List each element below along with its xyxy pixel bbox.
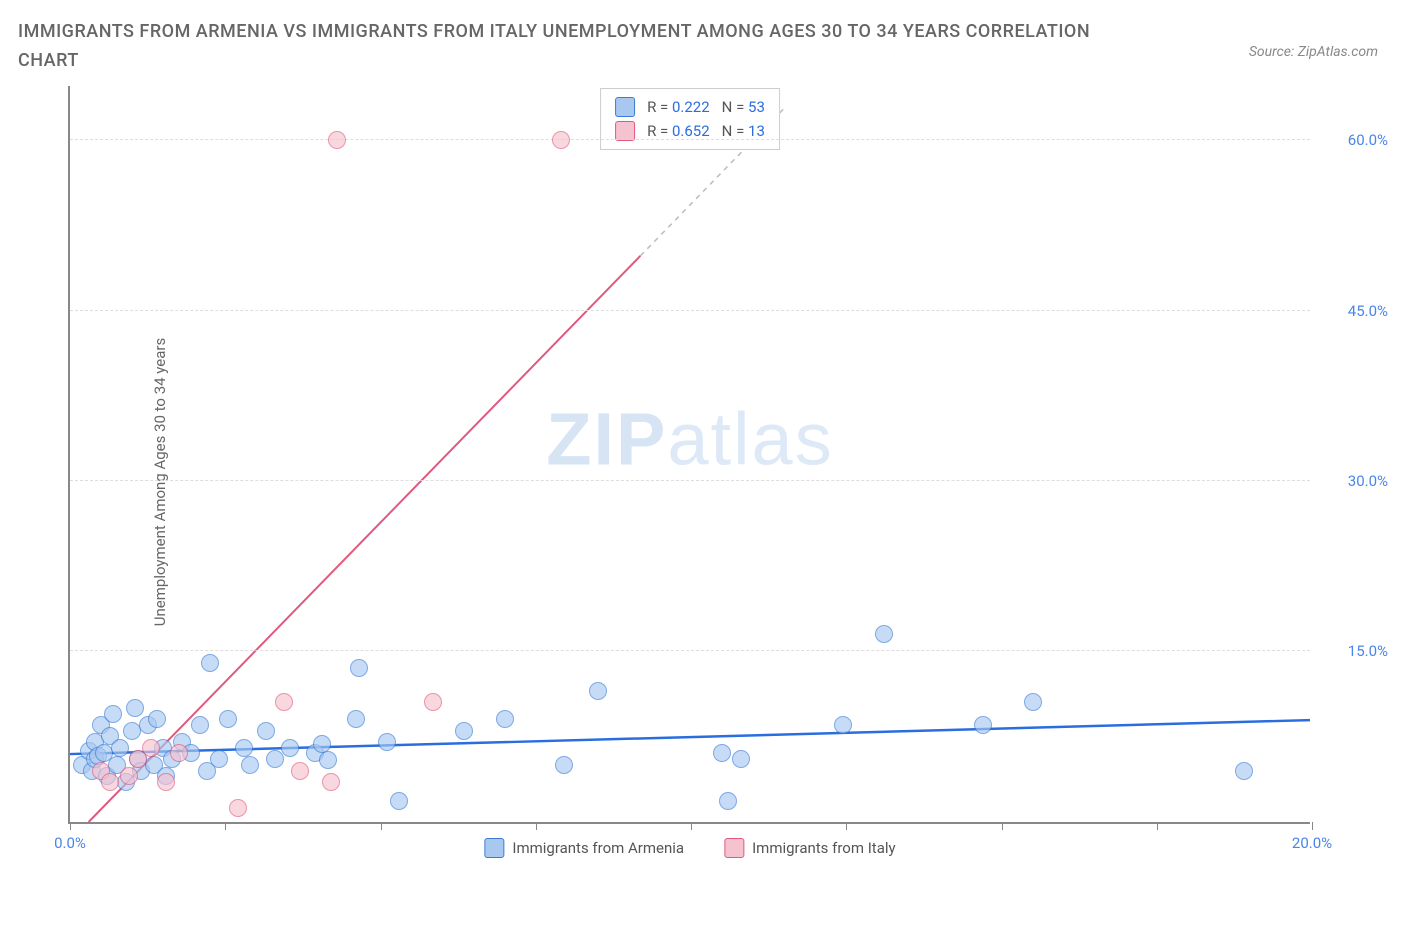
- r-value-italy: 0.652: [672, 122, 710, 140]
- x-tick: [225, 822, 226, 830]
- data-point-italy: [275, 693, 293, 711]
- x-tick: [691, 822, 692, 830]
- x-tick: [70, 822, 71, 830]
- data-point-armenia: [555, 756, 573, 774]
- bottom-legend: Immigrants from Armenia Immigrants from …: [484, 838, 895, 858]
- r-label: R =: [647, 98, 672, 116]
- watermark-atlas: atlas: [667, 397, 833, 480]
- y-tick-label: 45.0%: [1348, 302, 1388, 320]
- data-point-armenia: [148, 710, 166, 728]
- data-point-armenia: [589, 682, 607, 700]
- data-point-armenia: [126, 699, 144, 717]
- y-tick-label: 15.0%: [1348, 642, 1388, 660]
- chart-container: Unemployment Among Ages 30 to 34 years Z…: [12, 86, 1394, 878]
- x-tick: [846, 822, 847, 830]
- data-point-italy: [229, 799, 247, 817]
- data-point-italy: [424, 693, 442, 711]
- source-name: ZipAtlas.com: [1298, 44, 1378, 60]
- data-point-armenia: [1024, 693, 1042, 711]
- legend-label-armenia: Immigrants from Armenia: [512, 839, 684, 857]
- source-prefix: Source:: [1249, 44, 1298, 60]
- legend-label-italy: Immigrants from Italy: [752, 839, 896, 857]
- data-point-italy: [322, 773, 340, 791]
- stats-row-armenia: R = 0.222 N = 53: [615, 95, 765, 119]
- swatch-italy-icon: [724, 838, 744, 858]
- data-point-armenia: [719, 792, 737, 810]
- x-tick-label: 0.0%: [54, 834, 86, 852]
- x-tick: [1002, 822, 1003, 830]
- data-point-armenia: [732, 750, 750, 768]
- y-tick-label: 30.0%: [1348, 472, 1388, 490]
- data-point-italy: [120, 767, 138, 785]
- data-point-italy: [101, 773, 119, 791]
- gridline-h: [70, 650, 1310, 651]
- swatch-armenia: [615, 97, 635, 117]
- data-point-armenia: [210, 750, 228, 768]
- data-point-armenia: [266, 750, 284, 768]
- data-point-armenia: [319, 751, 337, 769]
- source-attribution: Source: ZipAtlas.com: [1249, 44, 1378, 60]
- data-point-armenia: [713, 744, 731, 762]
- data-point-armenia: [191, 716, 209, 734]
- n-value-armenia: 53: [748, 98, 765, 116]
- x-tick: [1312, 822, 1313, 830]
- data-point-armenia: [350, 659, 368, 677]
- x-tick: [1157, 822, 1158, 830]
- n-value-italy: 13: [748, 122, 765, 140]
- data-point-armenia: [834, 716, 852, 734]
- data-point-italy: [328, 131, 346, 149]
- data-point-armenia: [496, 710, 514, 728]
- data-point-armenia: [111, 739, 129, 757]
- data-point-armenia: [257, 722, 275, 740]
- x-tick-label: 20.0%: [1292, 834, 1332, 852]
- r-value-armenia: 0.222: [672, 98, 710, 116]
- data-point-armenia: [235, 739, 253, 757]
- data-point-armenia: [455, 722, 473, 740]
- gridline-h: [70, 139, 1310, 140]
- n-label: N =: [722, 122, 748, 140]
- swatch-italy: [615, 121, 635, 141]
- data-point-armenia: [974, 716, 992, 734]
- data-point-italy: [291, 762, 309, 780]
- data-point-armenia: [104, 705, 122, 723]
- data-point-armenia: [390, 792, 408, 810]
- x-tick: [381, 822, 382, 830]
- gridline-h: [70, 480, 1310, 481]
- data-point-armenia: [281, 739, 299, 757]
- trend-lines-svg: [70, 86, 1310, 822]
- data-point-armenia: [378, 733, 396, 751]
- trend-line: [89, 255, 641, 821]
- data-point-italy: [552, 131, 570, 149]
- n-label: N =: [722, 98, 748, 116]
- data-point-armenia: [219, 710, 237, 728]
- swatch-armenia-icon: [484, 838, 504, 858]
- plot-area: ZIPatlas R = 0.222 N = 53 R = 0.652 N = …: [68, 86, 1310, 824]
- y-tick-label: 60.0%: [1348, 131, 1388, 149]
- data-point-armenia: [875, 625, 893, 643]
- data-point-italy: [157, 773, 175, 791]
- chart-title: IMMIGRANTS FROM ARMENIA VS IMMIGRANTS FR…: [18, 18, 1118, 76]
- x-tick: [536, 822, 537, 830]
- data-point-armenia: [241, 756, 259, 774]
- watermark-zip: ZIP: [546, 397, 667, 480]
- data-point-italy: [142, 739, 160, 757]
- r-label: R =: [647, 122, 672, 140]
- legend-item-italy: Immigrants from Italy: [724, 838, 896, 858]
- data-point-armenia: [1235, 762, 1253, 780]
- gridline-h: [70, 310, 1310, 311]
- watermark: ZIPatlas: [546, 396, 833, 481]
- legend-item-armenia: Immigrants from Armenia: [484, 838, 684, 858]
- data-point-armenia: [347, 710, 365, 728]
- data-point-armenia: [201, 654, 219, 672]
- trend-line: [70, 720, 1310, 754]
- data-point-italy: [170, 744, 188, 762]
